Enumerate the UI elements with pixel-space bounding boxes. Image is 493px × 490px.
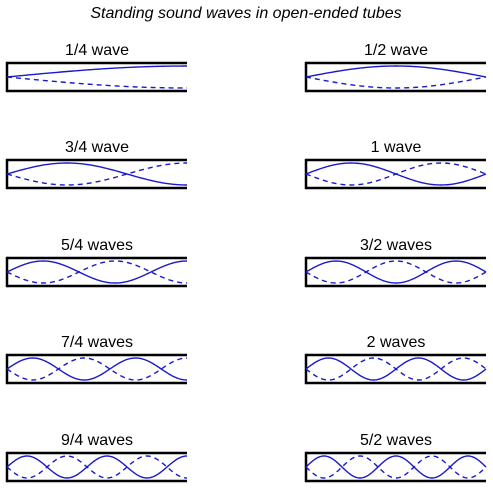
tube-label: 1/4 wave: [65, 42, 129, 59]
tube-group: 5/2 waves: [304, 432, 487, 483]
tube-label: 3/2 waves: [360, 237, 432, 254]
tube-label: 2 waves: [367, 334, 426, 351]
wave-solid-curve: [6, 455, 188, 479]
tube-label: 9/4 waves: [61, 432, 133, 449]
wave-solid-curve: [6, 65, 187, 78]
tubes-grid: 1/4 wave 1/2 wave 3/4 wave 1 wave 5/4 waves 3…: [5, 42, 487, 483]
tube-label: 5/4 waves: [61, 237, 133, 254]
tube-group: 1 wave: [304, 139, 487, 190]
wave-solid-curve: [6, 260, 188, 284]
tube-group: 3/2 waves: [304, 237, 487, 288]
wave-solid-curve: [6, 162, 188, 186]
wave-dashed-curve: [305, 76, 487, 89]
wave-solid-curve: [305, 455, 487, 479]
wave-solid-curve: [6, 357, 188, 381]
wave-dashed-curve: [305, 455, 487, 479]
tube-group: 3/4 wave: [5, 139, 188, 190]
wave-dashed-curve: [305, 260, 487, 284]
wave-dashed-curve: [6, 260, 188, 284]
tube-label: 1/2 wave: [364, 42, 428, 59]
tube-group: 5/4 waves: [5, 237, 188, 288]
wave-dashed-curve: [305, 162, 487, 186]
tube-label: 7/4 waves: [61, 334, 133, 351]
wave-dashed-curve: [305, 357, 487, 381]
tube-label: 1 wave: [371, 139, 422, 156]
diagram-title: Standing sound waves in open-ended tubes: [90, 5, 401, 22]
tube-group: 1/4 wave: [5, 42, 187, 93]
wave-solid-curve: [305, 260, 487, 284]
wave-dashed-curve: [6, 455, 188, 479]
tube-group: 1/2 wave: [304, 42, 487, 93]
wave-dashed-curve: [6, 357, 188, 381]
wave-dashed-curve: [6, 76, 187, 89]
tube-group: 7/4 waves: [5, 334, 188, 385]
tube-label: 3/4 wave: [65, 139, 129, 156]
wave-solid-curve: [305, 65, 487, 78]
wave-dashed-curve: [6, 162, 188, 186]
tube-group: 2 waves: [304, 334, 487, 385]
tube-label: 5/2 waves: [360, 432, 432, 449]
tube-group: 9/4 waves: [5, 432, 188, 483]
